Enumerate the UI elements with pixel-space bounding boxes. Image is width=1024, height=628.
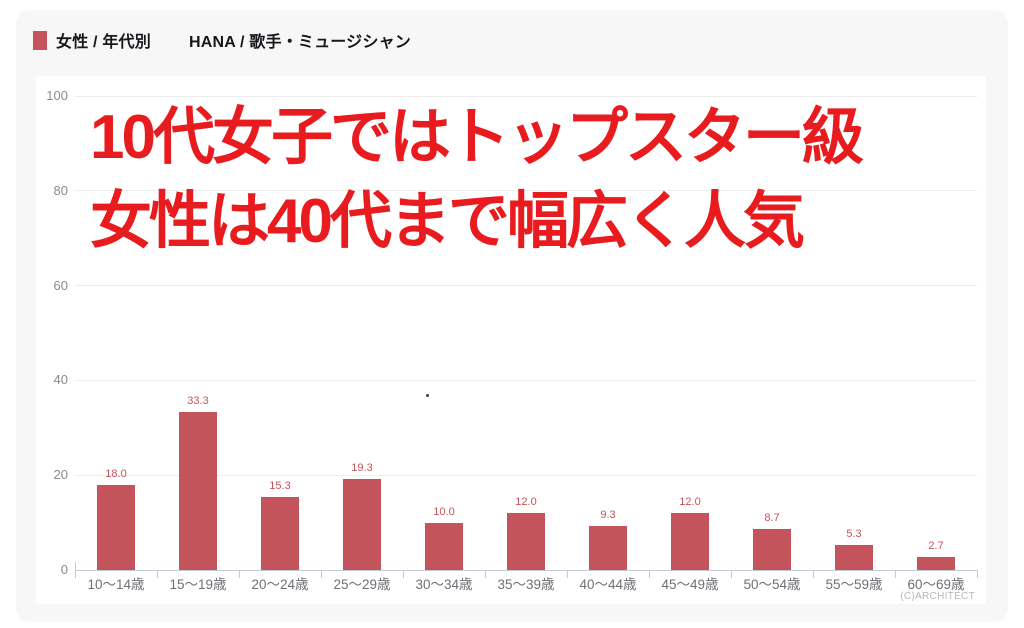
bar [261, 497, 299, 570]
chart-annotation: 10代女子ではトップスター級 女性は40代まで幅広く人気 [90, 96, 864, 264]
legend-color-swatch [33, 30, 47, 50]
bar-value-label: 18.0 [105, 467, 127, 480]
annotation-line-1: 10代女子ではトップスター級 [90, 103, 864, 172]
axis-tick [649, 570, 650, 578]
x-axis-label: 55〜59歳 [825, 577, 883, 592]
x-axis-label: 15〜19歳 [169, 577, 227, 592]
axis-tick [977, 570, 978, 578]
chart-card: 0 20 40 60 80 100 18.0 10〜14歳 33.3 15〜19歳 15.3 20〜2… [36, 76, 986, 604]
bar [671, 513, 709, 570]
axis-tick [239, 570, 240, 578]
bar-value-label: 19.3 [351, 461, 373, 474]
x-axis-label: 25〜29歳 [333, 577, 391, 592]
copyright-text: (C)ARCHITECT [900, 591, 975, 602]
axis-tick [485, 570, 486, 578]
stray-dot [426, 394, 429, 397]
axis-tick [813, 570, 814, 578]
x-axis-label: 40〜44歳 [579, 577, 637, 592]
y-axis-label: 40 [53, 372, 68, 388]
bar [589, 525, 627, 570]
y-axis-label: 100 [46, 88, 68, 103]
gridline [75, 285, 977, 287]
x-axis-label: 60〜69歳 [907, 577, 965, 592]
bar [507, 513, 545, 570]
bar-value-label: 15.3 [269, 480, 291, 493]
bar [425, 522, 463, 570]
x-axis-label: 30〜34歳 [415, 577, 473, 592]
bar [343, 478, 381, 570]
bar [917, 557, 955, 570]
y-axis-label: 80 [53, 182, 68, 198]
x-axis-line [75, 570, 978, 571]
bar-value-label: 12.0 [679, 496, 701, 509]
chart-header: 女性 / 年代別 HANA / 歌手・ミュージシャン [33, 29, 411, 51]
x-axis-label: 45〜49歳 [661, 577, 719, 592]
y-axis-label: 20 [53, 467, 68, 483]
x-axis-label: 20〜24歳 [251, 577, 309, 592]
bar [97, 484, 135, 570]
bar-value-label: 33.3 [187, 395, 209, 408]
gridline [75, 474, 977, 476]
axis-tick [895, 570, 896, 578]
legend-label: 女性 / 年代別 [56, 34, 151, 51]
axis-tick [403, 570, 404, 578]
bar-value-label: 2.7 [928, 540, 944, 553]
bar-value-label: 12.0 [515, 496, 537, 509]
bar [753, 528, 791, 570]
bar-value-label: 9.3 [600, 508, 616, 521]
axis-tick [567, 570, 568, 578]
gridline [75, 190, 977, 192]
y-axis-label: 60 [53, 277, 68, 293]
report-panel: 女性 / 年代別 HANA / 歌手・ミュージシャン 0 20 40 60 80 100 1… [16, 10, 1008, 622]
axis-tick [731, 570, 732, 578]
axis-tick [321, 570, 322, 578]
gridline [75, 379, 977, 381]
axis-tick [75, 562, 76, 578]
y-axis-label: 0 [60, 562, 68, 577]
bar-value-label: 10.0 [433, 505, 455, 518]
bar-value-label: 8.7 [764, 511, 780, 524]
x-axis-label: 35〜39歳 [497, 577, 555, 592]
gridline [75, 95, 977, 97]
bar [179, 412, 217, 570]
axis-tick [157, 570, 158, 578]
bar-value-label: 5.3 [846, 527, 862, 540]
x-axis-label: 10〜14歳 [87, 577, 145, 592]
x-axis-label: 50〜54歳 [743, 577, 801, 592]
chart-title: HANA / 歌手・ミュージシャン [188, 34, 411, 51]
annotation-line-2: 女性は40代まで幅広く人気 [90, 187, 805, 256]
bar [835, 544, 873, 570]
